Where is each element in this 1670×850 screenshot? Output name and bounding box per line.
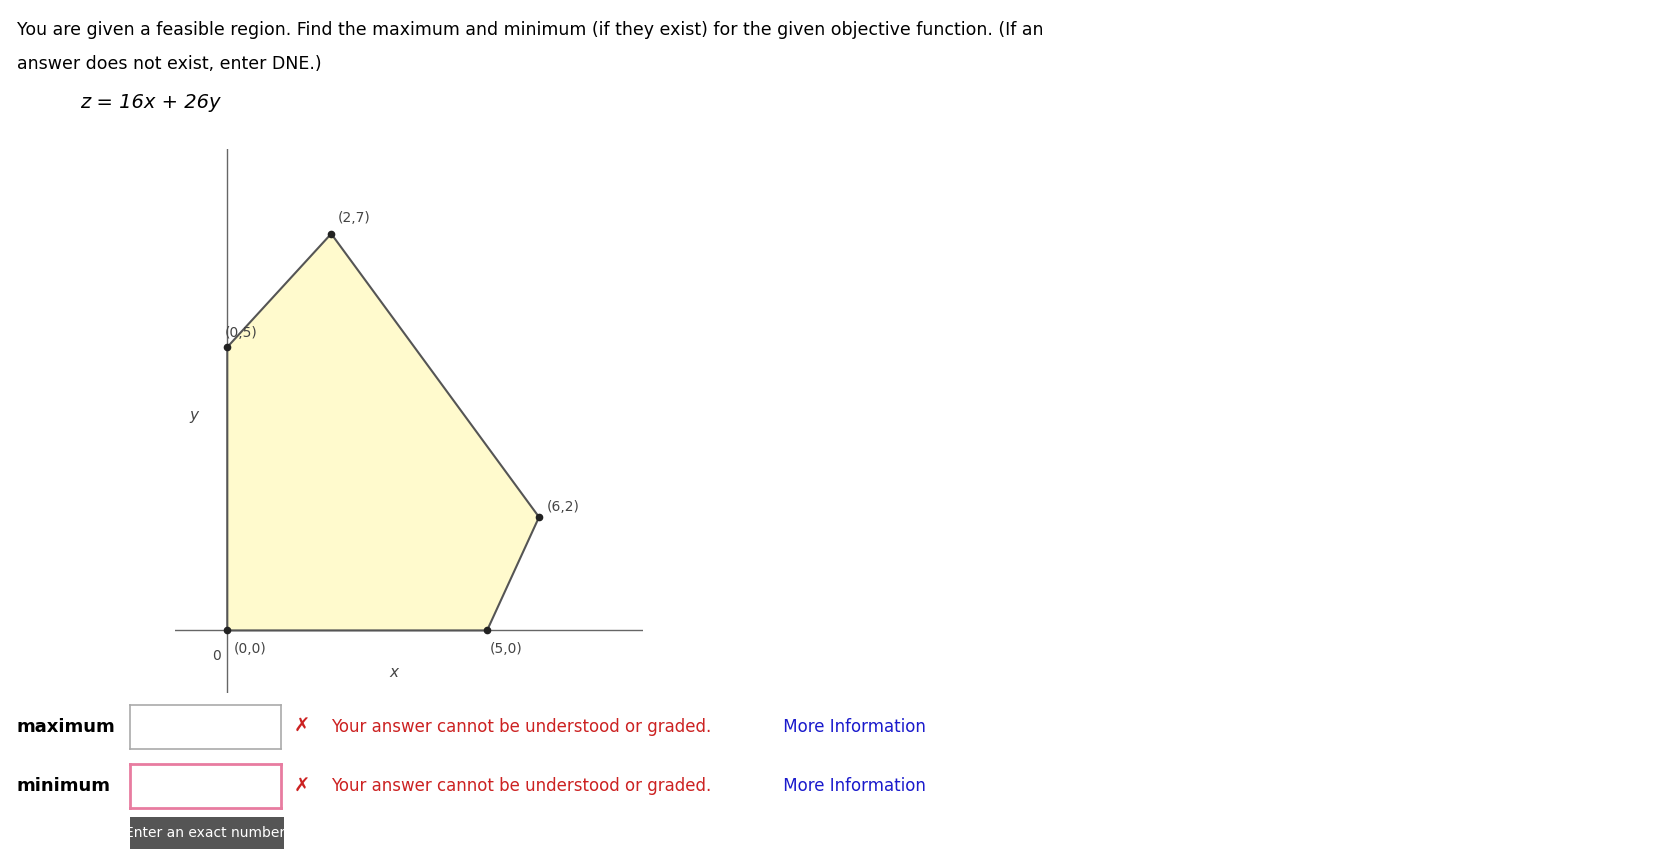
Text: answer does not exist, enter DNE.): answer does not exist, enter DNE.): [17, 55, 321, 73]
Text: Your answer cannot be understood or graded.: Your answer cannot be understood or grad…: [331, 717, 711, 736]
Text: Enter an exact number.: Enter an exact number.: [125, 826, 289, 840]
Text: x: x: [389, 666, 397, 680]
Text: minimum: minimum: [17, 777, 110, 796]
Text: ✗: ✗: [294, 717, 311, 736]
Text: You are given a feasible region. Find the maximum and minimum (if they exist) fo: You are given a feasible region. Find th…: [17, 21, 1044, 39]
Text: maximum: maximum: [17, 717, 115, 736]
Text: y: y: [189, 408, 199, 422]
Text: z = 16x + 26y: z = 16x + 26y: [80, 94, 220, 112]
Text: (0,0): (0,0): [234, 642, 266, 656]
Polygon shape: [227, 234, 539, 631]
Text: (2,7): (2,7): [337, 212, 371, 225]
Text: ✗: ✗: [294, 777, 311, 796]
Text: More Information: More Information: [778, 717, 927, 736]
Text: Your answer cannot be understood or graded.: Your answer cannot be understood or grad…: [331, 777, 711, 796]
Text: (0,5): (0,5): [225, 326, 257, 340]
Text: (5,0): (5,0): [489, 642, 523, 656]
Text: 0: 0: [212, 649, 222, 663]
Text: More Information: More Information: [778, 777, 927, 796]
Text: (6,2): (6,2): [546, 501, 579, 514]
